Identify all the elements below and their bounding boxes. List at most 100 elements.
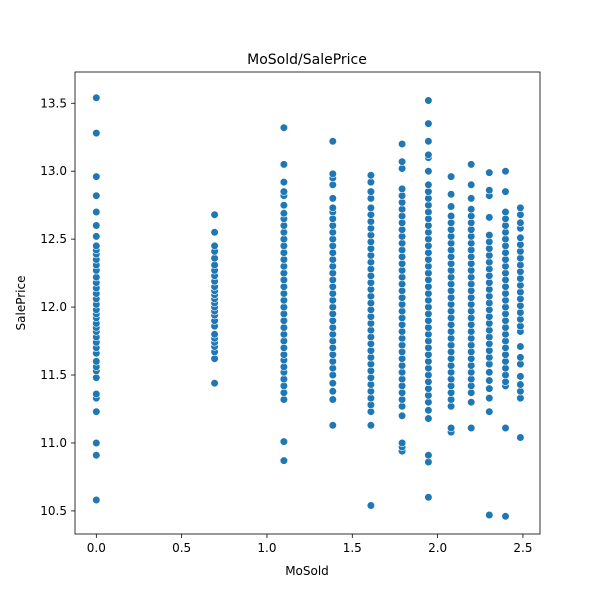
data-point	[447, 402, 456, 411]
data-point	[467, 273, 476, 282]
data-point	[447, 293, 456, 302]
data-point	[447, 266, 456, 275]
data-point	[424, 303, 433, 312]
data-point	[516, 387, 525, 396]
plot-frame	[74, 71, 541, 535]
data-point	[516, 322, 525, 331]
data-point	[279, 395, 289, 404]
data-point	[516, 342, 525, 351]
data-point	[279, 160, 289, 169]
data-point	[398, 354, 407, 363]
data-point	[467, 327, 476, 336]
data-point	[210, 254, 219, 263]
data-point	[467, 252, 476, 261]
data-point	[210, 379, 219, 388]
data-point	[398, 361, 407, 370]
data-point	[398, 438, 407, 448]
data-point	[467, 194, 476, 203]
data-point	[366, 346, 376, 355]
data-point	[279, 262, 289, 271]
data-point	[328, 269, 337, 278]
data-point	[92, 407, 101, 416]
data-point	[328, 421, 337, 430]
y-tick-label: 13.5	[40, 96, 67, 110]
data-point	[516, 372, 525, 381]
data-point	[424, 207, 433, 217]
data-point	[516, 218, 525, 227]
data-point	[424, 96, 433, 105]
data-point	[424, 248, 433, 257]
data-point	[516, 394, 525, 403]
data-point	[366, 400, 376, 410]
data-point	[501, 330, 510, 339]
data-point	[516, 247, 525, 256]
chart-title: MoSold/SalePrice	[247, 52, 367, 68]
data-point	[501, 350, 510, 359]
data-point	[328, 309, 337, 319]
data-point	[366, 305, 376, 314]
data-point	[398, 381, 407, 391]
data-point	[467, 354, 476, 363]
data-point	[279, 255, 289, 264]
data-point	[328, 203, 337, 212]
data-point	[398, 273, 407, 282]
data-point	[424, 414, 433, 423]
data-point	[279, 456, 289, 465]
data-point	[366, 171, 376, 180]
data-point	[398, 239, 407, 248]
data-point	[516, 254, 525, 263]
points-layer	[92, 93, 525, 521]
data-point	[485, 339, 494, 348]
data-point	[398, 375, 407, 384]
x-tick-label: 2.0	[428, 541, 447, 555]
data-point	[467, 232, 476, 241]
data-point	[447, 273, 456, 282]
data-point	[447, 381, 456, 391]
data-point	[447, 388, 456, 397]
data-point	[279, 235, 289, 244]
data-point	[92, 232, 101, 241]
data-point	[424, 323, 433, 332]
data-point	[328, 379, 337, 388]
data-point	[279, 178, 289, 187]
data-point	[210, 354, 219, 363]
data-point	[279, 296, 289, 305]
data-point	[485, 237, 494, 246]
data-point	[366, 194, 376, 203]
data-point	[328, 255, 337, 264]
data-point	[398, 164, 407, 173]
data-point	[328, 296, 337, 305]
data-point	[328, 248, 337, 257]
data-point	[210, 330, 219, 339]
x-tick-label: 2.5	[513, 541, 532, 555]
data-point	[485, 384, 494, 393]
data-point	[467, 279, 476, 289]
data-point	[92, 207, 101, 217]
data-point	[424, 235, 433, 244]
data-point	[447, 245, 456, 255]
data-point	[447, 259, 456, 268]
data-point	[92, 93, 101, 102]
data-point	[279, 323, 289, 332]
data-point	[398, 300, 407, 309]
data-point	[447, 307, 456, 316]
data-point	[366, 258, 376, 267]
data-point	[279, 316, 289, 325]
data-point	[92, 495, 101, 505]
data-point	[467, 381, 476, 391]
data-point	[366, 387, 376, 396]
data-point	[516, 274, 525, 283]
data-point	[92, 129, 101, 138]
y-tick-label: 10.5	[40, 504, 67, 518]
data-point	[328, 395, 337, 404]
data-point	[501, 207, 510, 217]
data-point	[501, 364, 510, 373]
data-point	[501, 167, 510, 176]
data-point	[424, 289, 433, 298]
data-point	[398, 395, 407, 404]
data-point	[501, 255, 510, 264]
data-point	[501, 262, 510, 271]
data-point	[366, 271, 376, 280]
data-point	[485, 292, 494, 301]
data-point	[328, 282, 337, 291]
